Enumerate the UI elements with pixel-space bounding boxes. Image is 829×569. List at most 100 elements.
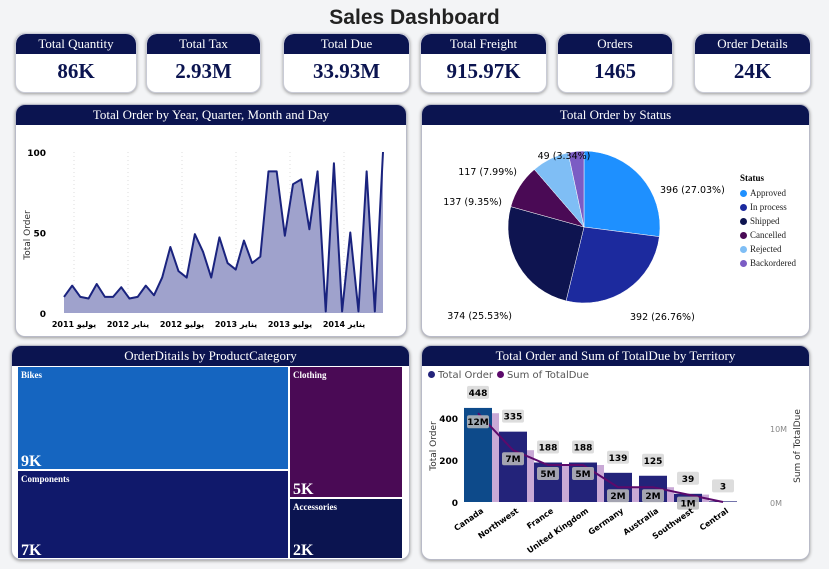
legend-item[interactable]: Shipped (740, 216, 796, 226)
kpi-label: Total Tax (147, 34, 260, 54)
legend-label: In process (750, 202, 787, 212)
y-tick-label: 400 (439, 415, 458, 425)
tile-value: 5K (293, 481, 314, 498)
line-data-label: 12M (467, 418, 489, 428)
legend-swatch (740, 217, 747, 225)
kpi-value: 24K (733, 59, 772, 83)
slice-data-label: 396 (27.03%) (660, 185, 725, 196)
kpi-label: Total Freight (421, 34, 546, 54)
kpi-value: 1465 (594, 59, 636, 83)
tile-label: Bikes (21, 370, 43, 380)
label-bg (502, 452, 524, 466)
treemap-tile[interactable]: Components 7K (18, 471, 288, 559)
label-bg (467, 385, 489, 399)
pie-chart: 396 (27.03%) 392 (26.76%) 374 (25.53%) 137 … (443, 150, 725, 323)
treemap-tile[interactable]: Bikes 9K (18, 367, 288, 470)
panel-title: Total Order by Year, Quarter, Month and … (16, 105, 406, 125)
tile-value: 9K (21, 453, 42, 470)
legend-swatch (740, 203, 747, 211)
label-bg (642, 489, 664, 503)
legend-item[interactable]: Approved (740, 188, 796, 198)
territory-chart: 0 200 400 0M 10M Total Order Sum of TotalDue 44… (429, 385, 803, 555)
bar-data-label: 39 (682, 475, 695, 485)
kpi-card: Orders 1465 (557, 33, 673, 93)
kpi-card: Order Details 24K (694, 33, 811, 93)
legend-item[interactable]: In process (740, 202, 796, 212)
bar-totaldue (527, 450, 534, 502)
label-bg (607, 450, 629, 464)
pie-slice-backordered (567, 150, 585, 228)
label-bg (677, 471, 699, 485)
line-data-label: 7M (505, 455, 520, 465)
tile-value: 2K (293, 542, 314, 559)
x-tick-label: يوليو 2013 (268, 320, 312, 329)
x-tick-label: يناير 2014 (323, 320, 365, 329)
kpi-value: 2.93M (175, 59, 232, 83)
legend-item[interactable]: Rejected (740, 244, 796, 254)
panel-title: Total Order by Status (422, 105, 809, 125)
legend-swatch (740, 231, 747, 239)
pie-slice-approved (583, 150, 661, 237)
y-axis-label: Total Order (429, 421, 439, 472)
legend-swatch (740, 189, 747, 197)
bar-totaldue (632, 487, 639, 502)
x-tick-label: France (525, 506, 555, 531)
bar-total-order (499, 431, 527, 502)
legend-item-total-order[interactable]: Total Order (428, 370, 493, 381)
kpi-label: Total Due (284, 34, 409, 54)
line-data-label: 5M (540, 470, 555, 480)
legend-label: Total Order (438, 370, 493, 381)
y2-tick-label: 0M (770, 499, 782, 508)
line-data-label: 2M (645, 492, 660, 502)
label-bg (502, 409, 524, 423)
bar-totaldue (562, 465, 569, 502)
x-tick-label: يناير 2013 (215, 320, 257, 329)
x-tick-label: يوليو 2012 (160, 320, 204, 329)
bar-data-label: 3 (720, 482, 726, 492)
line-chart-panel: Total Order by Year, Quarter, Month and … (15, 104, 407, 337)
legend-label: Backordered (750, 258, 796, 268)
slice-data-label: 392 (26.76%) (630, 312, 695, 323)
legend-label: Cancelled (750, 230, 786, 240)
y-tick-label: 0 (40, 310, 46, 320)
kpi-label: Total Quantity (16, 34, 136, 54)
legend-swatch (740, 259, 747, 267)
label-bg (537, 467, 559, 480)
legend-item[interactable]: Backordered (740, 258, 796, 268)
kpi-value: 33.93M (312, 59, 381, 83)
legend-item-totaldue[interactable]: Sum of TotalDue (496, 370, 589, 381)
x-tick-label: Central (698, 506, 730, 532)
series-line (63, 151, 384, 313)
bar-totaldue (492, 413, 499, 502)
kpi-label: Order Details (695, 34, 810, 54)
slice-data-label: 374 (25.53%) (447, 311, 512, 322)
kpi-card: Total Tax 2.93M (146, 33, 261, 93)
y-tick-label: 200 (439, 457, 458, 467)
panel-title: Total Order and Sum of TotalDue by Terri… (422, 346, 809, 366)
pie-legend: Status Approved In process Shipped Cancelle… (740, 173, 796, 272)
line-data-label: 2M (610, 492, 625, 502)
label-bg (537, 440, 559, 454)
x-tick-label: يناير 2012 (107, 320, 149, 329)
label-bg (572, 467, 594, 480)
label-bg (712, 479, 734, 493)
y-tick-label: 100 (27, 149, 46, 159)
legend-label: Rejected (750, 244, 782, 254)
line-chart: 0 50 100 Total Order يوليو 2011 يناير 2012 يول… (23, 149, 384, 329)
treemap-tile[interactable]: Clothing 5K (290, 367, 402, 498)
legend-swatch (740, 245, 747, 253)
legend-label: Shipped (750, 216, 780, 226)
slice-data-label: 49 (3.34%) (538, 151, 591, 162)
bar-data-label: 125 (644, 457, 663, 467)
x-tick-label: يوليو 2011 (52, 320, 96, 329)
tile-value: 7K (21, 542, 42, 559)
label-bg (642, 453, 664, 467)
bar-totaldue (667, 487, 674, 502)
label-bg (607, 489, 629, 503)
legend-item[interactable]: Cancelled (740, 230, 796, 240)
tile-label: Accessories (293, 502, 337, 512)
tile-label: Clothing (293, 370, 327, 380)
line-data-label: 1M (680, 500, 695, 510)
treemap-tile[interactable]: Accessories 2K (290, 499, 402, 559)
bar-totaldue (597, 465, 604, 502)
